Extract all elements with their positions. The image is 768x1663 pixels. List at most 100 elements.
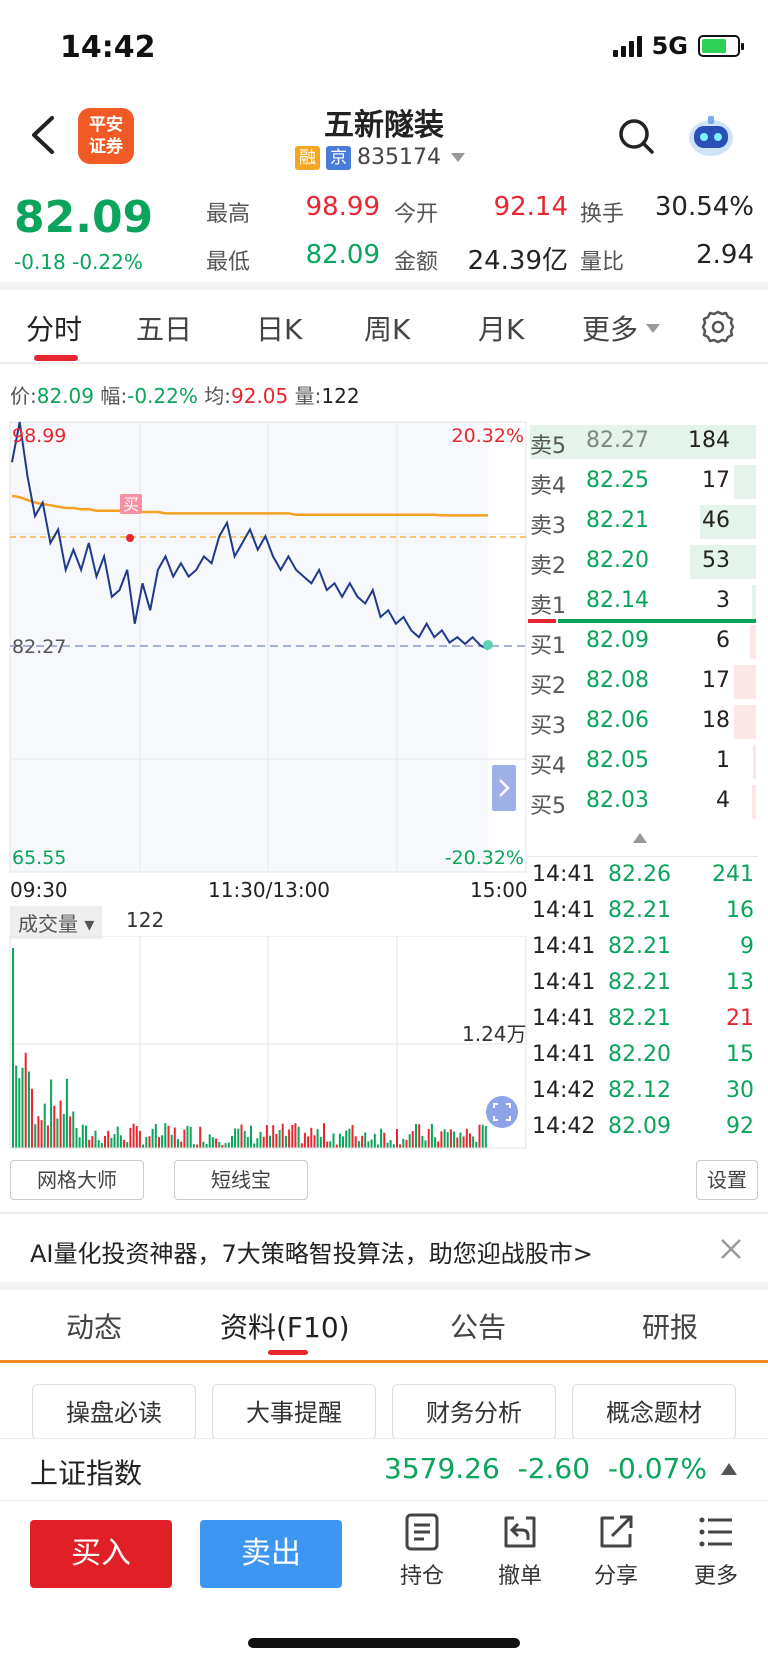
chevron-up-icon[interactable] bbox=[720, 1462, 738, 1476]
tab-five-day[interactable]: 五日 bbox=[136, 313, 193, 346]
info-price: 82.09 bbox=[36, 384, 95, 408]
ask-volume: 184 bbox=[688, 428, 730, 453]
bid-row[interactable]: 买2 82.08 17 bbox=[528, 662, 758, 702]
ask-volume: 53 bbox=[702, 548, 730, 573]
price-line bbox=[11, 421, 489, 651]
ask-row[interactable]: 卖4 82.25 17 bbox=[528, 462, 758, 502]
grid-master-button[interactable]: 网格大师 bbox=[10, 1160, 144, 1200]
tick-price: 82.09 bbox=[608, 1114, 671, 1139]
volume-bar bbox=[177, 1139, 179, 1148]
volume-bar bbox=[484, 1126, 487, 1148]
ask-label: 卖4 bbox=[530, 474, 566, 499]
collapse-arrow-icon[interactable] bbox=[632, 832, 648, 844]
volume-border bbox=[9, 936, 527, 1149]
robot-assistant-icon[interactable] bbox=[686, 114, 736, 158]
volume-bar bbox=[218, 1142, 221, 1148]
volume-bar bbox=[37, 1116, 40, 1148]
divider bbox=[0, 362, 768, 364]
tab-research[interactable]: 研报 bbox=[642, 1311, 699, 1344]
volume-bar bbox=[145, 1137, 148, 1148]
buy-button[interactable]: 买入 bbox=[30, 1520, 172, 1588]
more-button[interactable]: 更多 bbox=[676, 1512, 756, 1590]
volume-bar bbox=[335, 1144, 338, 1148]
ask-row[interactable]: 卖1 82.14 3 bbox=[528, 582, 758, 622]
cancel-order-button[interactable]: 撤单 bbox=[480, 1512, 560, 1590]
gear-icon[interactable] bbox=[700, 309, 736, 345]
close-icon[interactable] bbox=[716, 1234, 746, 1264]
bid-row[interactable]: 买5 82.03 4 bbox=[528, 782, 758, 822]
ask-row[interactable]: 卖3 82.21 46 bbox=[528, 502, 758, 542]
bid-label: 买2 bbox=[530, 674, 566, 699]
tick-time: 14:41 bbox=[532, 898, 596, 923]
more-icon bbox=[699, 1517, 732, 1547]
bid-row[interactable]: 买4 82.05 1 bbox=[528, 742, 758, 782]
tick-row: 14:41 82.20 15 bbox=[532, 1038, 758, 1074]
ask-row[interactable]: 卖2 82.20 53 bbox=[528, 542, 758, 582]
intraday-chart[interactable]: 买 98.99 20.32% 82.27 65.55 -20.32% bbox=[0, 420, 528, 876]
back-icon[interactable] bbox=[24, 110, 64, 160]
volume-bar bbox=[278, 1130, 281, 1148]
holdings-button[interactable]: 持仓 bbox=[382, 1512, 462, 1590]
info-amp-label: 幅: bbox=[100, 384, 128, 408]
volume-bar bbox=[154, 1124, 157, 1148]
volume-bar bbox=[288, 1129, 291, 1148]
volume-bar bbox=[456, 1137, 459, 1148]
volume-bar bbox=[469, 1133, 471, 1148]
tab-daily-k[interactable]: 日K bbox=[256, 313, 303, 346]
volume-bar bbox=[224, 1143, 227, 1148]
short-line-button[interactable]: 短线宝 bbox=[174, 1160, 308, 1200]
buy-point-marker[interactable] bbox=[126, 534, 134, 542]
search-icon[interactable] bbox=[616, 116, 656, 156]
index-bar[interactable] bbox=[0, 1438, 768, 1502]
ask-label: 卖5 bbox=[530, 434, 566, 459]
volume-bar bbox=[138, 1130, 141, 1148]
volume-bar bbox=[348, 1128, 351, 1148]
tab-announcement[interactable]: 公告 bbox=[450, 1311, 507, 1344]
volume-bar bbox=[205, 1143, 208, 1148]
settings-button[interactable]: 设置 bbox=[696, 1160, 758, 1200]
tab-monthly-k[interactable]: 月K bbox=[478, 313, 525, 346]
sell-button[interactable]: 卖出 bbox=[200, 1520, 342, 1588]
price-change: -0.18 -0.22% bbox=[14, 250, 143, 274]
volume-bar bbox=[399, 1144, 402, 1148]
high-value: 98.99 bbox=[305, 192, 380, 222]
tab-intraday[interactable]: 分时 bbox=[26, 313, 83, 346]
tab-f10[interactable]: 资料(F10) bbox=[220, 1311, 350, 1344]
volume-bar bbox=[275, 1134, 278, 1148]
volume-bar bbox=[211, 1137, 214, 1148]
volume-bar bbox=[265, 1125, 268, 1148]
volume-bar bbox=[46, 1125, 49, 1148]
buy-signal-badge[interactable] bbox=[120, 494, 142, 514]
fullscreen-icon[interactable] bbox=[486, 1096, 518, 1128]
buy-signal-label: 买 bbox=[123, 495, 139, 514]
volume-bar bbox=[415, 1124, 417, 1148]
tab-news[interactable]: 动态 bbox=[66, 1311, 123, 1344]
volume-bar bbox=[449, 1129, 452, 1148]
info-price-label: 价: bbox=[10, 384, 37, 408]
volume-bar bbox=[88, 1139, 91, 1148]
pct-axis-bottom: -20.32% bbox=[445, 847, 524, 869]
volume-bar bbox=[97, 1140, 100, 1148]
f10-finance-button[interactable]: 财务分析 bbox=[392, 1384, 556, 1440]
bid-row[interactable]: 买3 82.06 18 bbox=[528, 702, 758, 742]
expand-handle[interactable] bbox=[492, 765, 516, 811]
f10-events-button[interactable]: 大事提醒 bbox=[212, 1384, 376, 1440]
tab-weekly-k[interactable]: 周K bbox=[364, 313, 411, 346]
ask-volume: 46 bbox=[702, 508, 730, 533]
active-tab-indicator bbox=[34, 355, 78, 361]
f10-concept-button[interactable]: 概念题材 bbox=[572, 1384, 736, 1440]
volume-bar bbox=[383, 1132, 386, 1148]
ad-banner-text[interactable]: AI量化投资神器，7大策略智投算法，助您迎战股市> bbox=[30, 1240, 593, 1268]
bid-volume: 1 bbox=[716, 748, 730, 773]
stock-code-selector[interactable]: 融 京 835174 bbox=[295, 145, 465, 170]
share-button[interactable]: 分享 bbox=[576, 1512, 656, 1590]
volume-bar bbox=[430, 1123, 433, 1148]
bid-row[interactable]: 买1 82.09 6 bbox=[528, 622, 758, 662]
f10-must-read-button[interactable]: 操盘必读 bbox=[32, 1384, 196, 1440]
volume-selector[interactable]: 成交量 ▾ bbox=[10, 906, 103, 939]
volume-bar bbox=[116, 1126, 119, 1148]
volume-value: 122 bbox=[126, 908, 165, 932]
ask-row[interactable]: 卖5 82.27 184 bbox=[528, 422, 758, 462]
volume-bar bbox=[424, 1140, 427, 1148]
tab-more[interactable]: 更多 bbox=[582, 308, 661, 348]
